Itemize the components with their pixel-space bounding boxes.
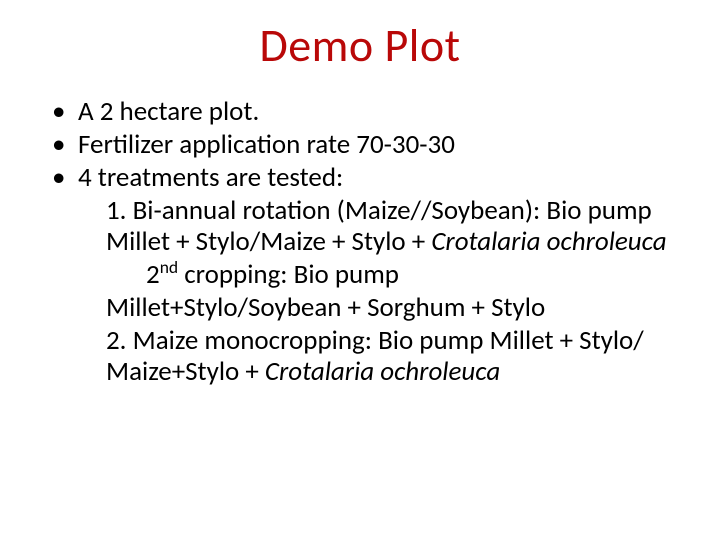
ordinal-suffix: nd (160, 256, 178, 278)
slide-body: A 2 hectare plot. Fertilizer application… (50, 96, 670, 387)
treatment-text: Millet+Stylo/Soybean + Sorghum + Stylo (106, 291, 545, 324)
ordinal-number: 2 (146, 258, 160, 291)
bullet-text: 4 treatments are tested: (78, 161, 343, 194)
bullet-item: A 2 hectare plot. (50, 96, 670, 127)
slide-title: Demo Plot (50, 18, 670, 74)
bullet-item: 4 treatments are tested: 1. Bi-annual ro… (50, 162, 670, 387)
treatment-1-detail: Millet+Stylo/Soybean + Sorghum + Stylo (78, 292, 670, 323)
bullet-list: A 2 hectare plot. Fertilizer application… (50, 96, 670, 387)
bullet-item: Fertilizer application rate 70-30-30 (50, 129, 670, 160)
treatment-1: 1. Bi-annual rotation (Maize//Soybean): … (78, 195, 670, 257)
species-name: Crotalaria ochroleuca (265, 355, 500, 388)
species-name: Crotalaria ochroleuca (431, 225, 666, 258)
bullet-text: A 2 hectare plot. (78, 95, 259, 128)
slide: Demo Plot A 2 hectare plot. Fertilizer a… (0, 0, 720, 540)
bullet-text: Fertilizer application rate 70-30-30 (78, 128, 455, 161)
treatment-2: 2. Maize monocropping: Bio pump Millet +… (78, 325, 670, 387)
treatment-1-cropping: 2nd cropping: Bio pump (78, 259, 670, 290)
cropping-text: cropping: Bio pump (178, 258, 399, 291)
